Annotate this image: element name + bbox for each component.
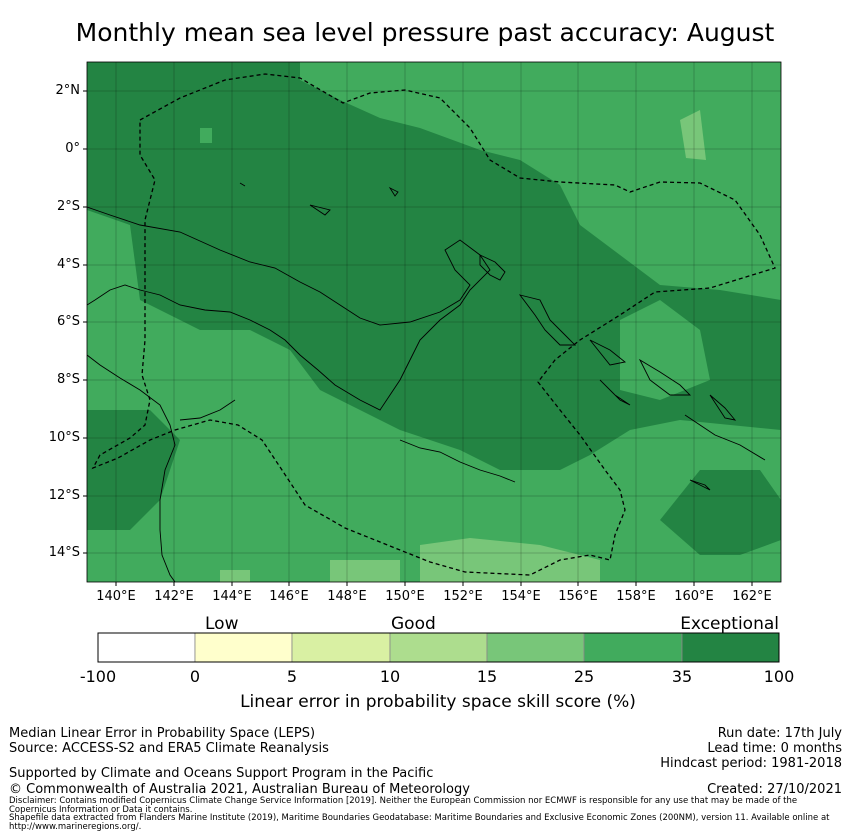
colorbar-bin-6 — [583, 632, 683, 663]
lat-label: 0° — [65, 141, 80, 156]
vanuatu-coast — [684, 414, 766, 461]
footer-copyright: © Commonwealth of Australia 2021, Austra… — [9, 782, 470, 797]
colorbar-bin-2 — [194, 632, 293, 663]
torres-coast — [179, 399, 236, 421]
lon-label: 162°E — [732, 589, 772, 604]
colorbar-tick: 35 — [671, 667, 693, 686]
colorbar-tick: 100 — [763, 667, 795, 686]
colorbar — [97, 632, 780, 663]
lon-label: 158°E — [616, 589, 656, 604]
colorbar-tick: 10 — [379, 667, 401, 686]
lat-label: 2°N — [55, 83, 81, 98]
colorbar-bin-3 — [291, 632, 391, 663]
colorbar-tick: 15 — [476, 667, 498, 686]
lon-label: 150°E — [385, 589, 425, 604]
footer-disclaimer: Disclaimer: Contains modified Copernicus… — [9, 796, 798, 815]
colorbar-bin-1 — [97, 632, 196, 663]
colorbar-bin-7 — [681, 632, 780, 663]
colorbar-bin-5 — [486, 632, 585, 663]
colorbar-tick: -100 — [79, 667, 117, 686]
created-date: Created: 27/10/2021 — [707, 782, 842, 797]
lon-label: 160°E — [674, 589, 714, 604]
hindcast-period: Hindcast period: 1981-2018 — [660, 756, 842, 771]
lon-label: 156°E — [558, 589, 598, 604]
lon-label: 142°E — [154, 589, 194, 604]
lat-label: 4°S — [56, 257, 80, 272]
colorbar-label: Linear error in probability space skill … — [240, 692, 636, 712]
colorbar-tick: 5 — [286, 667, 298, 686]
small-islands — [239, 182, 711, 491]
lat-label: 8°S — [56, 372, 80, 387]
coastlines — [87, 182, 766, 582]
australia-coast — [87, 354, 176, 582]
footer-support: Supported by Climate and Oceans Support … — [9, 766, 434, 781]
map-gridlines — [87, 62, 781, 582]
new-britain-coast — [479, 254, 577, 346]
colorbar-bin-4 — [389, 632, 488, 663]
colorbar-category-low: Low — [205, 614, 239, 634]
lat-label: 6°S — [56, 314, 80, 329]
colorbar-tick: 25 — [573, 667, 595, 686]
colorbar-category-exceptional: Exceptional — [680, 614, 779, 634]
lon-label: 144°E — [212, 589, 252, 604]
lon-label: 140°E — [96, 589, 136, 604]
lat-label: 14°S — [48, 545, 80, 560]
axis-ticks — [83, 90, 753, 586]
new-guinea-coast — [87, 206, 491, 411]
lat-label: 10°S — [48, 430, 80, 445]
skill-field-25-35 — [87, 62, 781, 582]
skill-field-15-25 — [220, 110, 706, 582]
footer-method: Median Linear Error in Probability Space… — [9, 726, 316, 741]
lon-label: 146°E — [269, 589, 309, 604]
colorbar-category-good: Good — [391, 614, 436, 634]
lead-time: Lead time: 0 months — [707, 741, 842, 756]
lat-label: 12°S — [48, 488, 80, 503]
lat-label: 2°S — [56, 199, 80, 214]
chart-title: Monthly mean sea level pressure past acc… — [75, 18, 775, 47]
lon-label: 152°E — [443, 589, 483, 604]
run-date: Run date: 17th July — [717, 726, 842, 741]
eez-boundary — [91, 73, 776, 576]
footer-shapefile: Shapefile data extracted from Flanders M… — [9, 813, 830, 832]
solomon-coast — [589, 339, 737, 421]
colorbar-tick: 0 — [189, 667, 201, 686]
footer-source: Source: ACCESS-S2 and ERA5 Climate Reana… — [9, 741, 329, 756]
lon-label: 148°E — [327, 589, 367, 604]
louisiade-coast — [399, 439, 516, 483]
lon-label: 154°E — [501, 589, 541, 604]
